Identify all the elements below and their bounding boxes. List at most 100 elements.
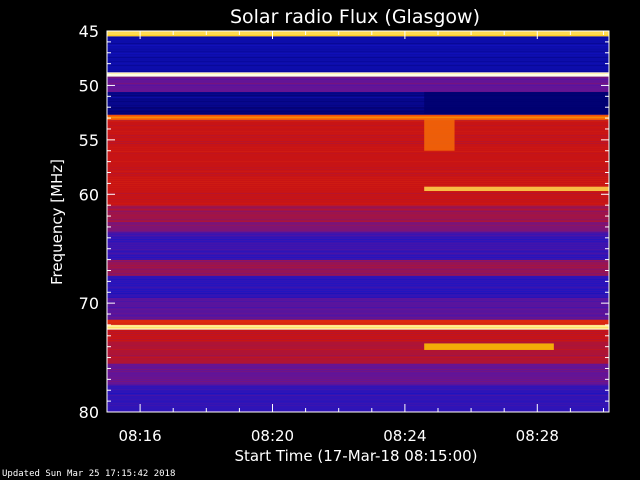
texture-line [107, 175, 609, 176]
texture-line [107, 149, 609, 150]
texture-line [107, 331, 609, 332]
texture-line [107, 47, 609, 48]
texture-line [107, 53, 609, 54]
texture-line [107, 219, 609, 220]
texture-line [107, 281, 609, 282]
texture-line [107, 301, 609, 302]
texture-line [107, 271, 609, 272]
y-tick-label: 70 [79, 294, 99, 313]
texture-line [107, 129, 609, 130]
event-patch [424, 118, 455, 151]
texture-line [107, 229, 609, 230]
frequency-band [107, 36, 609, 73]
x-tick-label: 08:16 [118, 427, 161, 445]
texture-line [107, 361, 609, 362]
x-axis-label: Start Time (17-Mar-18 08:15:00) [234, 447, 477, 465]
event-patch [424, 186, 609, 192]
texture-line [107, 95, 609, 96]
texture-line [107, 147, 609, 148]
texture-line [107, 291, 609, 292]
y-tick-label: 55 [79, 131, 99, 150]
texture-line [107, 283, 609, 284]
texture-line [107, 339, 609, 340]
texture-line [107, 341, 609, 342]
texture-line [107, 165, 609, 166]
texture-line [107, 39, 609, 40]
texture-line [107, 295, 609, 296]
texture-line [107, 57, 609, 58]
texture-line [107, 249, 609, 250]
texture-line [107, 169, 609, 170]
texture-line [107, 365, 609, 366]
texture-line [107, 131, 609, 132]
texture-line [107, 357, 609, 358]
x-axis: 08:16 08:20 08:24 08:28 [106, 31, 604, 445]
texture-line [107, 379, 609, 380]
texture-line [107, 59, 609, 60]
texture-line [107, 225, 609, 226]
texture-line [107, 279, 609, 280]
texture-line [107, 69, 609, 70]
texture-line [107, 215, 609, 216]
texture-line [107, 289, 609, 290]
texture-line [107, 195, 609, 196]
texture-line [107, 159, 609, 160]
texture-line [107, 153, 609, 154]
texture-line [107, 61, 609, 62]
texture-line [107, 223, 609, 224]
texture-line [107, 115, 609, 116]
texture-line [107, 325, 609, 326]
texture-line [107, 77, 609, 78]
texture-line [107, 285, 609, 286]
texture-line [107, 179, 609, 180]
texture-line [107, 269, 609, 270]
texture-line [107, 41, 609, 42]
texture-line [107, 375, 609, 376]
texture-line [107, 399, 609, 400]
texture-line [107, 265, 609, 266]
texture-line [107, 351, 609, 352]
x-tick-label: 08:20 [251, 427, 294, 445]
plot-frame [106, 30, 610, 413]
texture-line [107, 177, 609, 178]
texture-line [107, 321, 609, 322]
texture-line [107, 383, 609, 384]
texture-line [107, 189, 609, 190]
frequency-band [107, 72, 609, 77]
texture-line [107, 313, 609, 314]
texture-line [107, 163, 609, 164]
texture-line [107, 307, 609, 308]
texture-line [107, 363, 609, 364]
texture-line [107, 51, 609, 52]
event-patch [424, 343, 554, 350]
texture-line [107, 145, 609, 146]
texture-line [107, 253, 609, 254]
texture-line [107, 103, 609, 104]
texture-line [107, 259, 609, 260]
texture-line [107, 373, 609, 374]
texture-line [107, 277, 609, 278]
texture-line [107, 97, 609, 98]
texture-line [107, 395, 609, 396]
texture-line [107, 377, 609, 378]
texture-line [107, 227, 609, 228]
texture-line [107, 207, 609, 208]
texture-line [107, 191, 609, 192]
frequency-band [107, 319, 609, 325]
texture-line [107, 389, 609, 390]
texture-line [107, 403, 609, 404]
texture-line [107, 239, 609, 240]
texture-line [107, 63, 609, 64]
texture-line [107, 79, 609, 80]
spectrogram-plot-area [107, 31, 609, 412]
texture-line [107, 263, 609, 264]
texture-line [107, 155, 609, 156]
texture-line [107, 87, 609, 88]
texture-line [107, 371, 609, 372]
texture-line [107, 211, 609, 212]
texture-line [107, 157, 609, 158]
texture-line [107, 367, 609, 368]
texture-line [107, 327, 609, 328]
texture-line [107, 233, 609, 234]
frequency-band [107, 221, 609, 233]
